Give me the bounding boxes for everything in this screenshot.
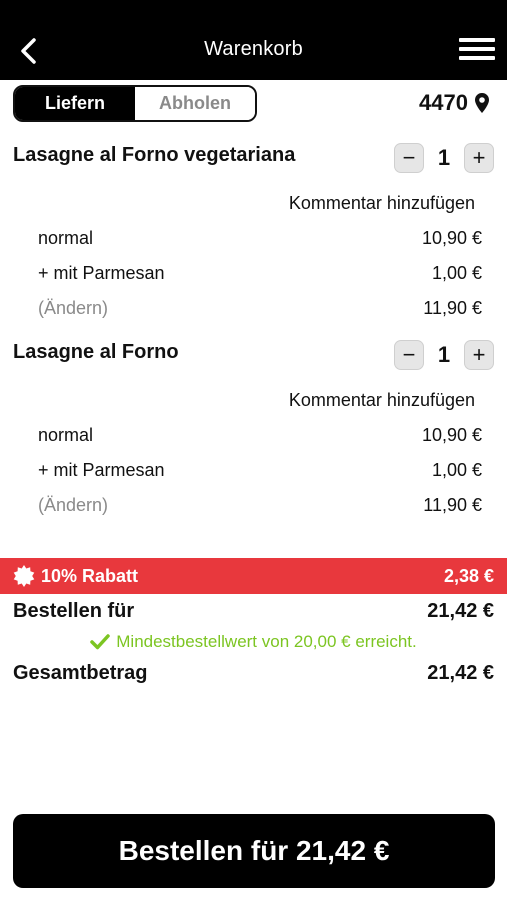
option-row: + mit Parmesan 1,00 € — [38, 263, 482, 284]
grand-total-label: Gesamtbetrag — [13, 662, 148, 684]
option-price: 1,00 € — [431, 460, 482, 480]
location-selector[interactable]: 4470 — [419, 90, 490, 116]
increase-quantity-button[interactable]: + — [464, 340, 494, 370]
delivery-mode-toggle: Liefern Abholen — [13, 85, 257, 122]
checkmark-icon — [90, 634, 110, 650]
location-pin-icon — [475, 93, 489, 113]
option-price: 10,90 € — [421, 425, 482, 445]
quantity-stepper: − 1 + — [394, 143, 494, 173]
increase-quantity-button[interactable]: + — [464, 143, 494, 173]
change-item-link[interactable]: (Ändern) — [38, 495, 109, 515]
item-total-price: 11,90 € — [423, 495, 482, 515]
chevron-left-icon — [21, 38, 36, 64]
option-label: normal — [38, 228, 94, 248]
menu-button[interactable] — [459, 38, 495, 64]
hamburger-menu-icon — [459, 38, 495, 60]
quantity-value: 1 — [437, 145, 451, 170]
item-total-price: 11,90 € — [423, 298, 482, 318]
place-order-button[interactable]: Bestellen für 21,42 € — [13, 814, 495, 888]
decrease-quantity-button[interactable]: − — [394, 143, 424, 173]
order-for-row: Bestellen für 21,42 € — [13, 600, 494, 623]
top-bar: Warenkorb — [0, 0, 507, 80]
discount-label: 10% Rabatt — [41, 565, 139, 586]
grand-total-row: Gesamtbetrag 21,42 € — [13, 662, 494, 685]
page-title: Warenkorb — [204, 38, 303, 60]
order-for-label: Bestellen für — [13, 600, 135, 622]
add-comment-link[interactable]: Kommentar hinzufügen — [288, 193, 475, 213]
item-total-row: (Ändern) 11,90 € — [38, 298, 482, 319]
decrease-quantity-button[interactable]: − — [394, 340, 424, 370]
option-row: + mit Parmesan 1,00 € — [38, 460, 482, 481]
tab-pickup[interactable]: Abholen — [135, 87, 255, 120]
discount-banner: 10% Rabatt 2,38 € — [0, 558, 507, 594]
grand-total-amount: 21,42 € — [427, 662, 494, 684]
add-comment-link[interactable]: Kommentar hinzufügen — [288, 390, 475, 410]
option-row: normal 10,90 € — [38, 425, 482, 446]
zip-code: 4470 — [419, 90, 468, 115]
min-order-text: Mindestbestellwert von 20,00 € erreicht. — [116, 632, 417, 651]
option-label: + mit Parmesan — [38, 460, 165, 480]
option-price: 1,00 € — [431, 263, 482, 283]
option-label: + mit Parmesan — [38, 263, 165, 283]
option-label: normal — [38, 425, 94, 445]
cart-item-name: Lasagne al Forno — [13, 341, 179, 363]
tab-delivery[interactable]: Liefern — [15, 87, 135, 120]
quantity-stepper: − 1 + — [394, 340, 494, 370]
option-price: 10,90 € — [421, 228, 482, 248]
back-button[interactable] — [14, 34, 42, 68]
discount-badge-icon — [13, 565, 35, 587]
item-total-row: (Ändern) 11,90 € — [38, 495, 482, 516]
quantity-value: 1 — [437, 342, 451, 367]
option-row: normal 10,90 € — [38, 228, 482, 249]
discount-amount: 2,38 € — [443, 565, 494, 586]
order-for-amount: 21,42 € — [427, 600, 494, 622]
change-item-link[interactable]: (Ändern) — [38, 298, 109, 318]
cart-item-name: Lasagne al Forno vegetariana — [13, 144, 296, 166]
min-order-note: Mindestbestellwert von 20,00 € erreicht. — [0, 632, 507, 652]
